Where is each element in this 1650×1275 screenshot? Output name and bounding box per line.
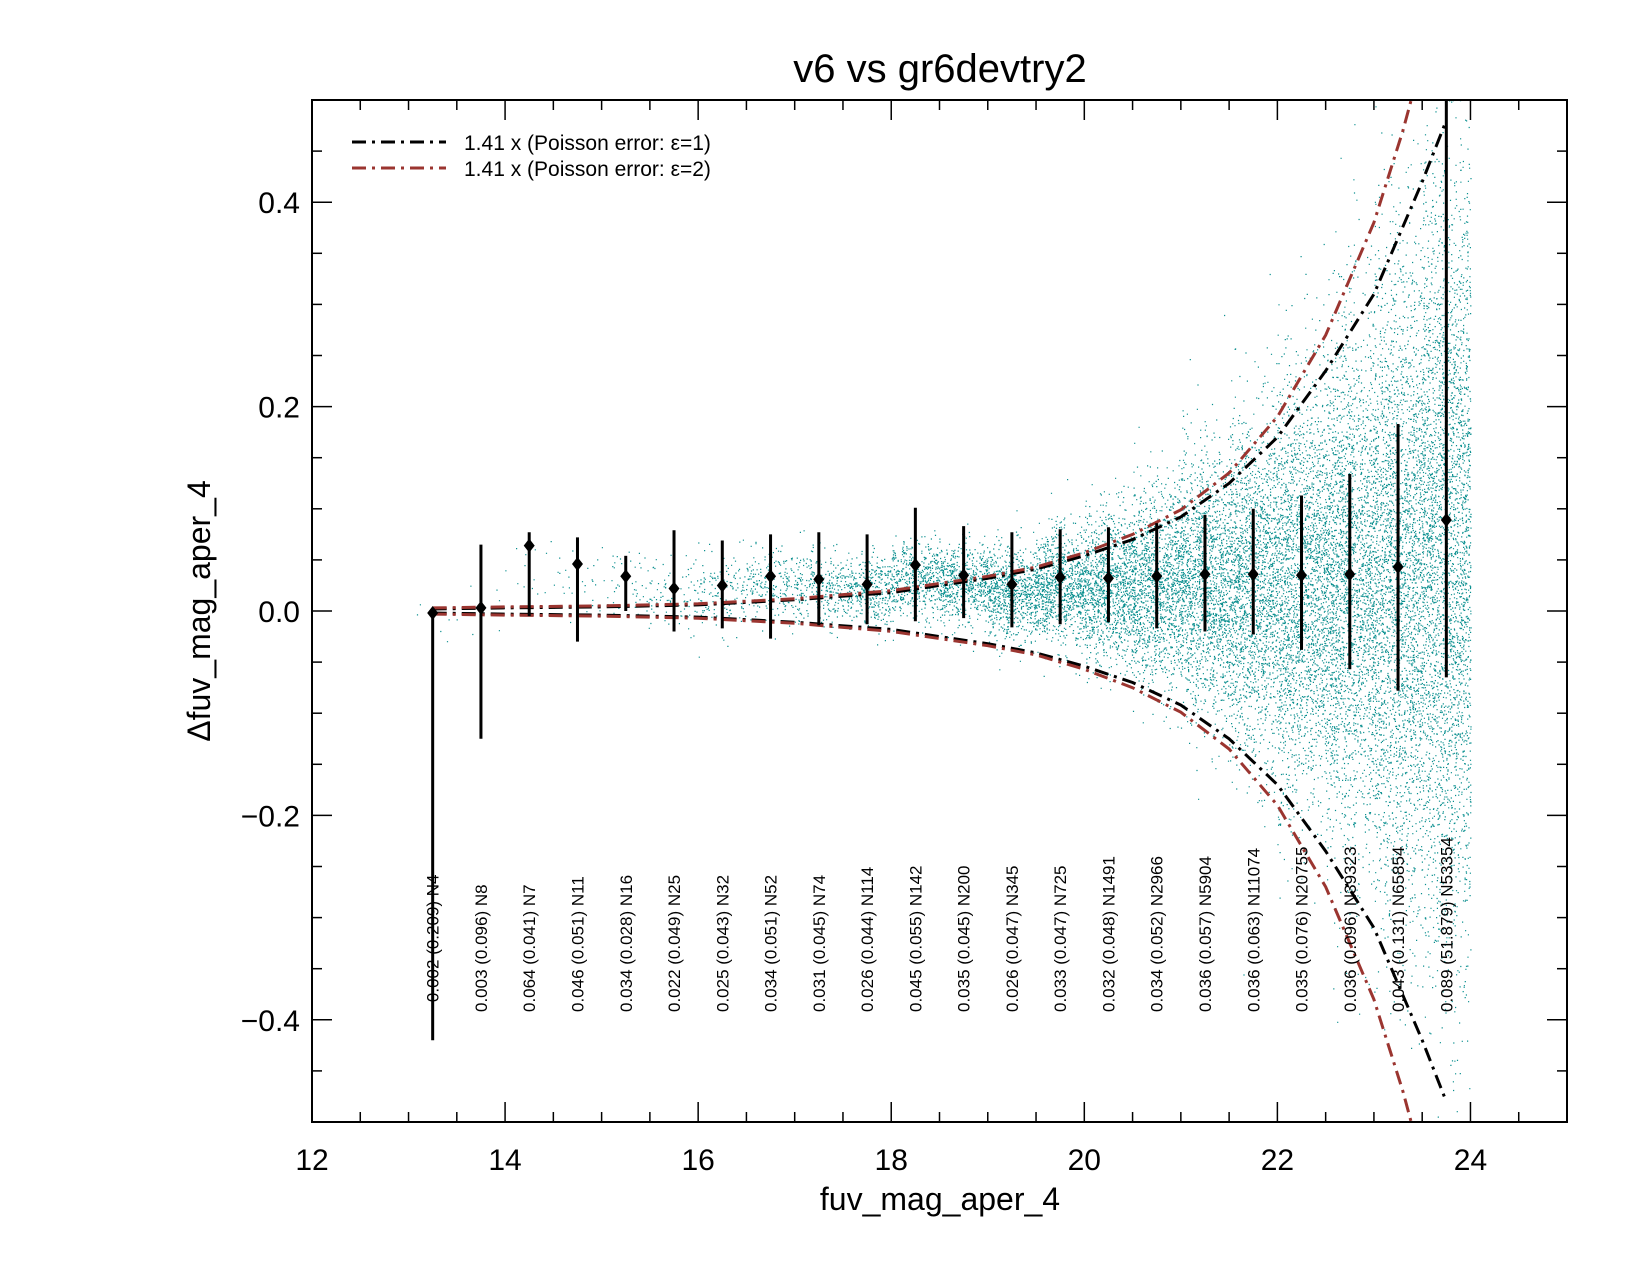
y-axis-title: Δfuv_mag_aper_4 (181, 480, 217, 742)
bin-label: 0.089 (51.879) N53354 (1437, 837, 1456, 1012)
bin-median-marker (1344, 567, 1356, 582)
bin-label: 0.034 (0.028) N16 (617, 875, 636, 1012)
bin-label: 0.036 (0.096) N39323 (1341, 847, 1360, 1012)
bin-median-marker (716, 578, 728, 593)
poisson-curve-eps1-upper (432, 119, 1448, 611)
x-tick-label: 18 (875, 1144, 908, 1177)
bin-median-marker (475, 600, 487, 615)
bin-median-marker (1296, 568, 1308, 583)
bin-label: −0.002 (0.209) N4 (424, 874, 443, 1012)
x-tick-label: 22 (1261, 1144, 1294, 1177)
bin-median-marker (765, 569, 777, 584)
legend-label: 1.41 x (Poisson error: ε=2) (464, 158, 711, 181)
y-tick-label: −0.4 (241, 1005, 300, 1038)
bin-median-marker (427, 606, 439, 621)
bin-median-marker (1199, 567, 1211, 582)
bin-label: 0.045 (0.055) N142 (906, 866, 925, 1013)
bin-median-marker (813, 572, 825, 587)
bin-label: 0.026 (0.047) N345 (1003, 866, 1022, 1013)
legend-label: 1.41 x (Poisson error: ε=1) (464, 132, 711, 155)
poisson-curves (432, 100, 1448, 1122)
bin-label: 0.034 (0.051) N52 (762, 875, 781, 1012)
bin-label: 0.032 (0.048) N1491 (1099, 856, 1118, 1012)
bin-median-marker (958, 568, 970, 583)
x-tick-label: 14 (488, 1144, 521, 1177)
axes: 12 14 16 18 20 22 24 −0.4 −0.2 0.0 0.2 0.4 (241, 99, 1568, 1177)
bin-median-marker (620, 569, 632, 584)
bin-label: 0.064 (0.041) N7 (520, 884, 539, 1012)
y-tick-label: 0.2 (258, 392, 300, 425)
poisson-curve-eps2-upper (432, 100, 1413, 610)
bin-label: 0.036 (0.057) N5904 (1196, 856, 1215, 1012)
x-tick-label: 12 (295, 1144, 328, 1177)
bin-median-marker (1102, 571, 1114, 586)
y-tick-label: 0.4 (258, 187, 300, 220)
legend: 1.41 x (Poisson error: ε=1) 1.41 x (Poiss… (352, 132, 711, 181)
bin-label: 0.022 (0.049) N25 (665, 875, 684, 1012)
x-axis-title: fuv_mag_aper_4 (820, 1181, 1060, 1217)
bin-label: 0.031 (0.045) N74 (810, 875, 829, 1012)
poisson-curve-eps2-lower (432, 612, 1413, 1122)
bin-median-marker (909, 558, 921, 573)
bin-label: 0.033 (0.047) N725 (1051, 866, 1070, 1013)
median-bins: −0.002 (0.209) N4 0.003 (0.096) N8 0.064 (… (424, 100, 1456, 1041)
bin-label: 0.034 (0.052) N2966 (1148, 856, 1167, 1012)
bin-median-marker (523, 538, 535, 553)
chart-title: v6 vs gr6devtry2 (793, 47, 1086, 91)
y-tick-label: −0.2 (241, 800, 300, 833)
bin-label: 0.036 (0.063) N11074 (1244, 848, 1263, 1012)
bin-median-marker (1247, 567, 1259, 582)
bin-median-marker (1006, 577, 1018, 592)
bin-label: 0.043 (0.131) N65854 (1389, 847, 1408, 1012)
bin-label: 0.046 (0.051) N11 (568, 876, 587, 1012)
bin-median-marker (861, 577, 873, 592)
bin-label: 0.035 (0.045) N200 (955, 866, 974, 1013)
bin-median-marker (1392, 560, 1404, 575)
x-tick-label: 20 (1068, 1144, 1101, 1177)
plot-frame (311, 99, 1568, 1123)
bin-median-marker (571, 556, 583, 571)
bin-label: 0.026 (0.044) N114 (858, 867, 877, 1012)
bin-median-marker (1151, 569, 1163, 584)
bin-label: 0.035 (0.076) N20755 (1293, 847, 1312, 1012)
bin-median-marker (668, 581, 680, 596)
bin-label: 0.003 (0.096) N8 (472, 884, 491, 1012)
x-tick-label: 16 (681, 1144, 714, 1177)
bin-label: 0.025 (0.043) N32 (713, 875, 732, 1012)
bin-median-marker (1440, 513, 1452, 528)
bin-median-marker (1054, 570, 1066, 585)
y-tick-label: 0.0 (258, 596, 300, 629)
x-tick-label: 24 (1454, 1144, 1487, 1177)
